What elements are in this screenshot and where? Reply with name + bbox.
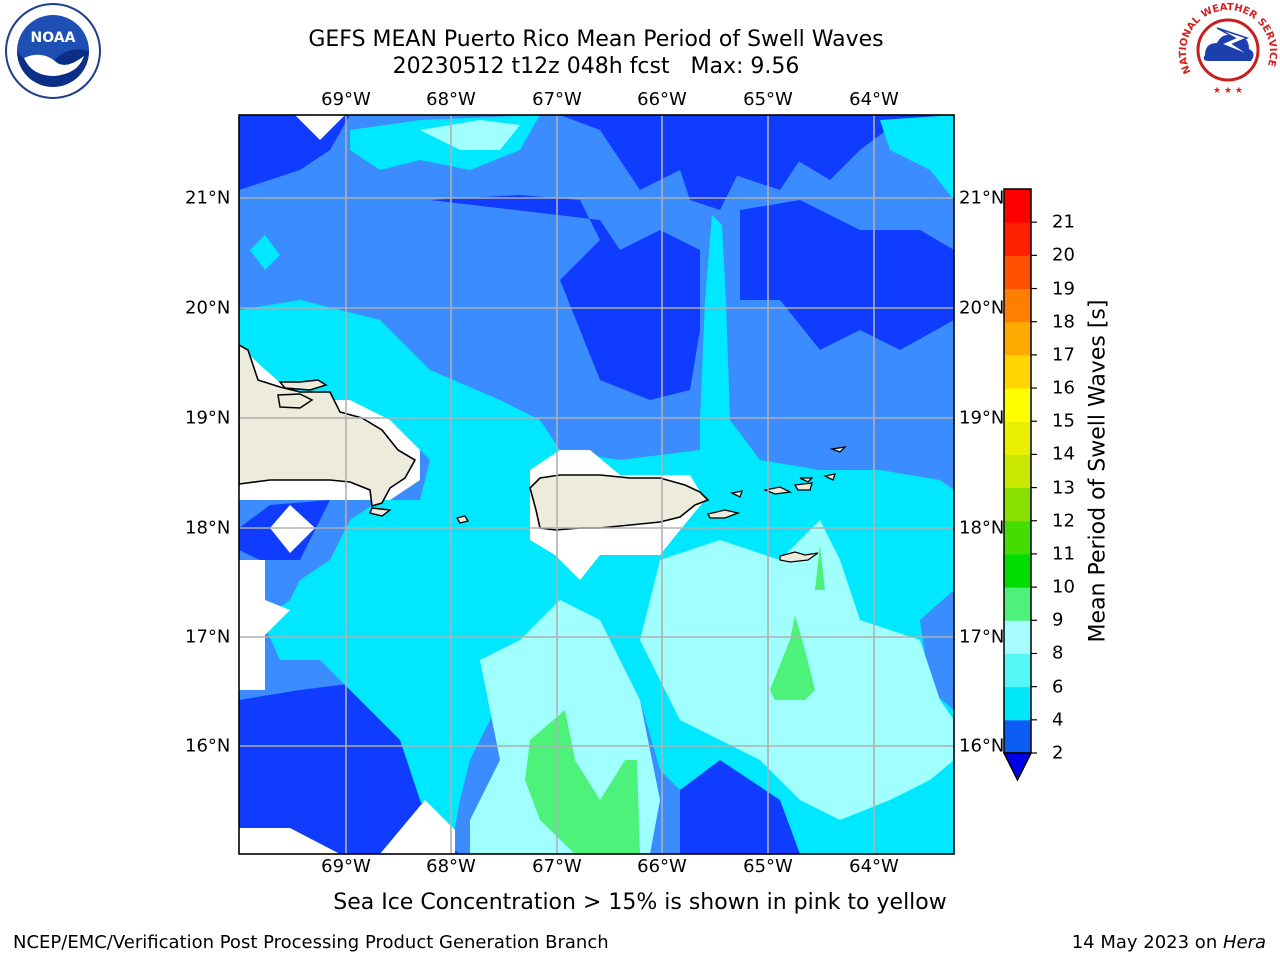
- colorbar-label: Mean Period of Swell Waves [s]: [1085, 299, 1111, 643]
- colorbar-tick-label: 8: [1052, 642, 1064, 664]
- colorbar-segment: [1004, 255, 1031, 290]
- noaa-logo-text: NOAA: [31, 30, 76, 46]
- colorbar-segment: [1004, 520, 1031, 555]
- colorbar-segment: [1004, 620, 1031, 654]
- island-tortuga: [278, 379, 328, 391]
- colorbar-tick-label: 10: [1052, 576, 1075, 598]
- title-line-2: 20230512 t12z 048h fcst Max: 9.56: [392, 54, 800, 79]
- lon-label-bottom: 68°W: [426, 856, 476, 877]
- lat-label-left: 17°N: [185, 626, 231, 648]
- footer-branch: NCEP/EMC/Verification Post Processing Pr…: [13, 932, 609, 953]
- island-st-croix: [779, 551, 819, 563]
- field-level-2-4: [239, 115, 954, 854]
- lon-label-top: 65°W: [743, 89, 793, 110]
- colorbar-segment: [1004, 222, 1031, 256]
- lon-label-top: 67°W: [532, 89, 582, 110]
- colorbar-segment: [1004, 189, 1031, 223]
- colorbar-segment: [1004, 354, 1031, 389]
- colorbar-tick-label: 15: [1052, 410, 1075, 432]
- island-saona: [369, 507, 392, 517]
- colorbar-tick-label: 2: [1052, 742, 1064, 764]
- colorbar-segment: [1004, 388, 1031, 422]
- footer-date-text: 14 May 2023 on: [1071, 932, 1223, 953]
- lon-label-top: 66°W: [637, 89, 687, 110]
- lat-label-right: 16°N: [959, 735, 1005, 757]
- colorbar: [1002, 188, 1037, 782]
- island-culebra: [730, 490, 743, 498]
- lon-label-top: 68°W: [426, 89, 476, 110]
- colorbar-tick-label: 4: [1052, 709, 1064, 731]
- colorbar-segment: [1004, 553, 1031, 588]
- colorbar-tick-label: 14: [1052, 443, 1075, 465]
- lon-label-bottom: 66°W: [637, 856, 687, 877]
- lat-label-left: 18°N: [185, 517, 231, 539]
- footer-machine: Hera: [1222, 932, 1266, 953]
- colorbar-tick-label: 13: [1052, 477, 1075, 499]
- lat-label-left: 16°N: [185, 735, 231, 757]
- lat-label-right: 20°N: [959, 297, 1005, 319]
- colorbar-segment: [1004, 421, 1031, 455]
- lat-label-right: 18°N: [959, 517, 1005, 539]
- colorbar-tick-label: 18: [1052, 311, 1075, 333]
- land-puerto-rico: [529, 474, 710, 531]
- lat-label-right: 17°N: [959, 626, 1005, 648]
- colorbar-segment: [1004, 653, 1031, 688]
- lat-label-right: 21°N: [959, 187, 1005, 209]
- island-vieques: [707, 509, 741, 519]
- colorbar-segment: [1004, 587, 1031, 621]
- lon-label-bottom: 67°W: [532, 856, 582, 877]
- colorbar-segment: [1004, 288, 1031, 323]
- colorbar-segment: [1004, 321, 1031, 356]
- land-hispaniola: [239, 344, 417, 508]
- colorbar-frame: [1003, 188, 1032, 754]
- colorbar-segment: [1004, 686, 1031, 721]
- lon-label-bottom: 69°W: [321, 856, 371, 877]
- colorbar-tick-label: 9: [1052, 609, 1064, 631]
- footer-date: 14 May 2023 on Hera: [1072, 932, 1266, 953]
- lat-label-left: 20°N: [185, 297, 231, 319]
- colorbar-segment: [1004, 487, 1031, 522]
- lat-label-left: 21°N: [185, 187, 231, 209]
- lat-label-right: 19°N: [959, 407, 1005, 429]
- noaa-logo-icon: NOAA: [5, 3, 101, 99]
- colorbar-tick-label: 17: [1052, 344, 1075, 366]
- lon-label-bottom: 65°W: [743, 856, 793, 877]
- lon-label-top: 69°W: [321, 89, 371, 110]
- colorbar-tick-label: 20: [1052, 244, 1075, 266]
- map-gridlines: [239, 115, 954, 854]
- colorbar-tick-label: 11: [1052, 543, 1075, 565]
- island-anegada: [829, 446, 847, 453]
- colorbar-tick-label: 6: [1052, 676, 1064, 698]
- island-gonave: [277, 393, 314, 409]
- colorbar-segment: [1004, 719, 1031, 754]
- svg-text:★ ★ ★: ★ ★ ★: [1213, 86, 1243, 96]
- nws-logo-icon: NATIONAL WEATHER SERVICE ★ ★ ★: [1178, 2, 1278, 96]
- islands-virgin: [762, 473, 836, 495]
- chart-title: GEFS MEAN Puerto Rico Mean Period of Swe…: [246, 26, 946, 80]
- colorbar-tick-label: 21: [1052, 211, 1075, 233]
- island-mona: [455, 515, 470, 524]
- lat-label-left: 19°N: [185, 407, 231, 429]
- colorbar-tick-label: 19: [1052, 278, 1075, 300]
- colorbar-segment: [1004, 454, 1031, 489]
- map-frame: [238, 114, 955, 855]
- colorbar-extend-arrow: [1002, 752, 1033, 782]
- title-line-1: GEFS MEAN Puerto Rico Mean Period of Swe…: [308, 27, 884, 52]
- colorbar-tick-label: 16: [1052, 377, 1075, 399]
- sea-ice-note: Sea Ice Concentration > 15% is shown in …: [333, 890, 947, 915]
- lon-label-top: 64°W: [849, 89, 899, 110]
- colorbar-tick-label: 12: [1052, 510, 1075, 532]
- lon-label-bottom: 64°W: [849, 856, 899, 877]
